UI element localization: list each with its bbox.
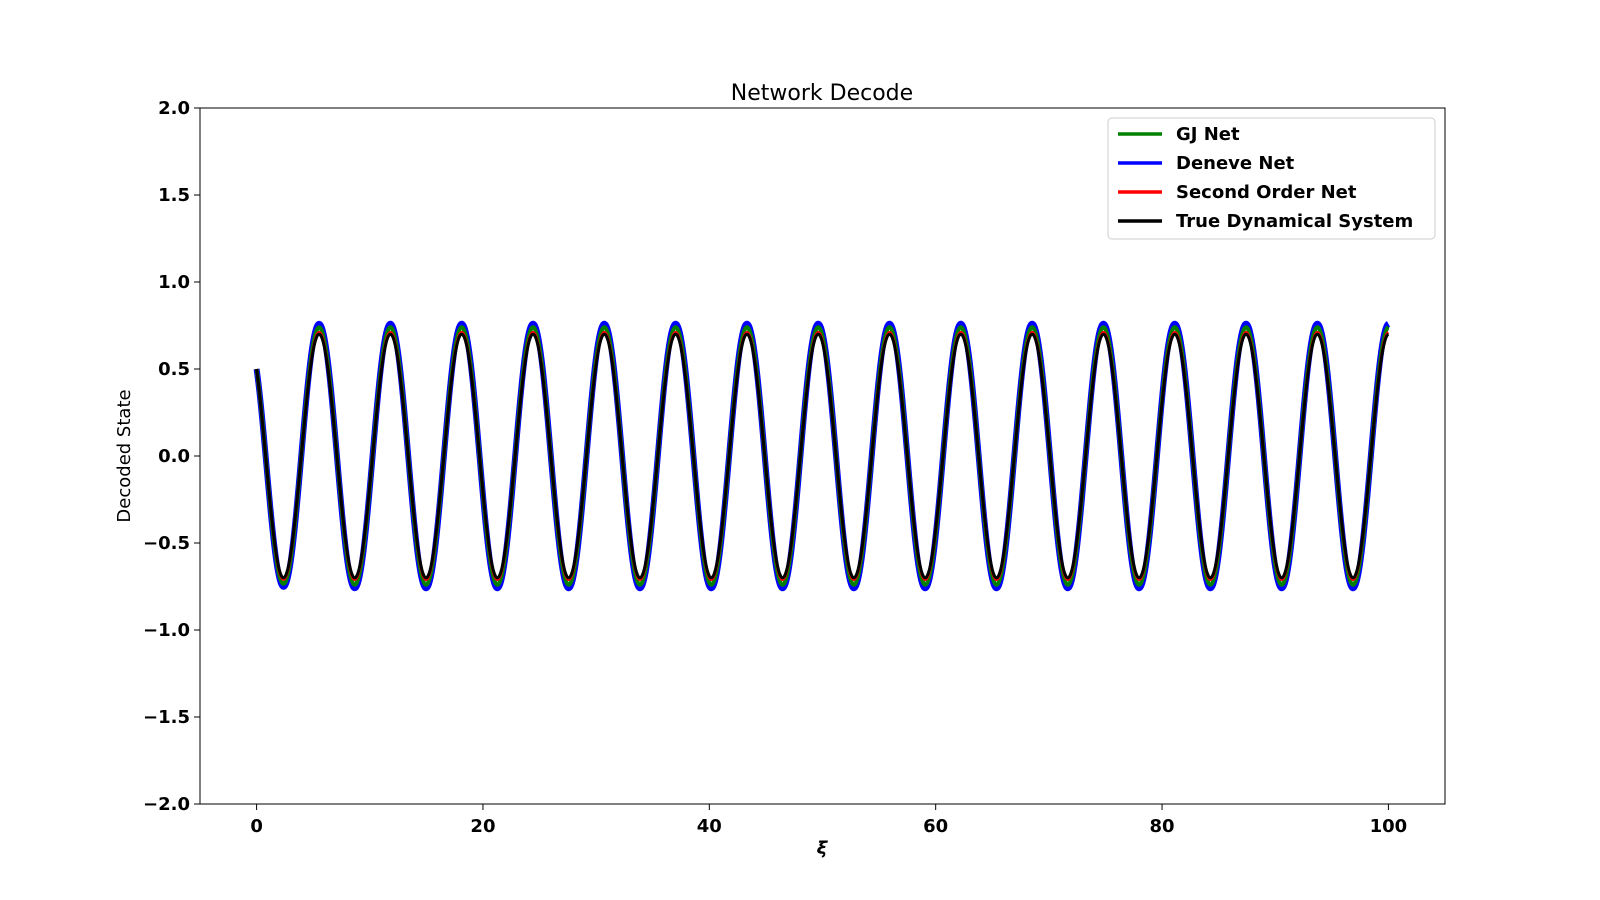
legend-label-3: True Dynamical System	[1176, 211, 1413, 232]
y-tick-label: −0.5	[143, 533, 190, 554]
y-tick-label: 0.0	[158, 446, 190, 467]
legend-label-0: GJ Net	[1176, 124, 1240, 145]
y-tick-label: 1.5	[158, 185, 190, 206]
y-tick-label: −1.5	[143, 707, 190, 728]
x-tick-label: 100	[1370, 816, 1408, 837]
x-tick-label: 20	[470, 816, 495, 837]
y-axis-label: Decoded State	[114, 389, 135, 522]
y-tick-label: −2.0	[143, 794, 190, 815]
x-axis-ticks: 0 20 40 60 80 100	[250, 804, 1407, 837]
x-tick-label: 60	[923, 816, 948, 837]
y-tick-label: 0.5	[158, 359, 190, 380]
series-layer	[253, 320, 1391, 592]
legend-label-2: Second Order Net	[1176, 182, 1357, 203]
legend-label-1: Deneve Net	[1176, 153, 1295, 174]
chart-title: Network Decode	[731, 81, 913, 106]
x-tick-label: 40	[697, 816, 722, 837]
y-axis-ticks: 2.0 1.5 1.0 0.5 0.0 −0.5 −1.0 −1.5 −2.0	[143, 98, 200, 815]
y-tick-label: 2.0	[158, 98, 190, 119]
y-tick-label: 1.0	[158, 272, 190, 293]
x-tick-label: 80	[1150, 816, 1175, 837]
y-tick-label: −1.0	[143, 620, 190, 641]
series-line-3	[255, 332, 1390, 580]
legend: GJ Net Deneve Net Second Order Net True Dyn…	[1107, 117, 1436, 240]
legend-box	[1107, 117, 1436, 240]
x-tick-label: 0	[250, 816, 263, 837]
x-axis-label: ξ	[817, 838, 829, 859]
